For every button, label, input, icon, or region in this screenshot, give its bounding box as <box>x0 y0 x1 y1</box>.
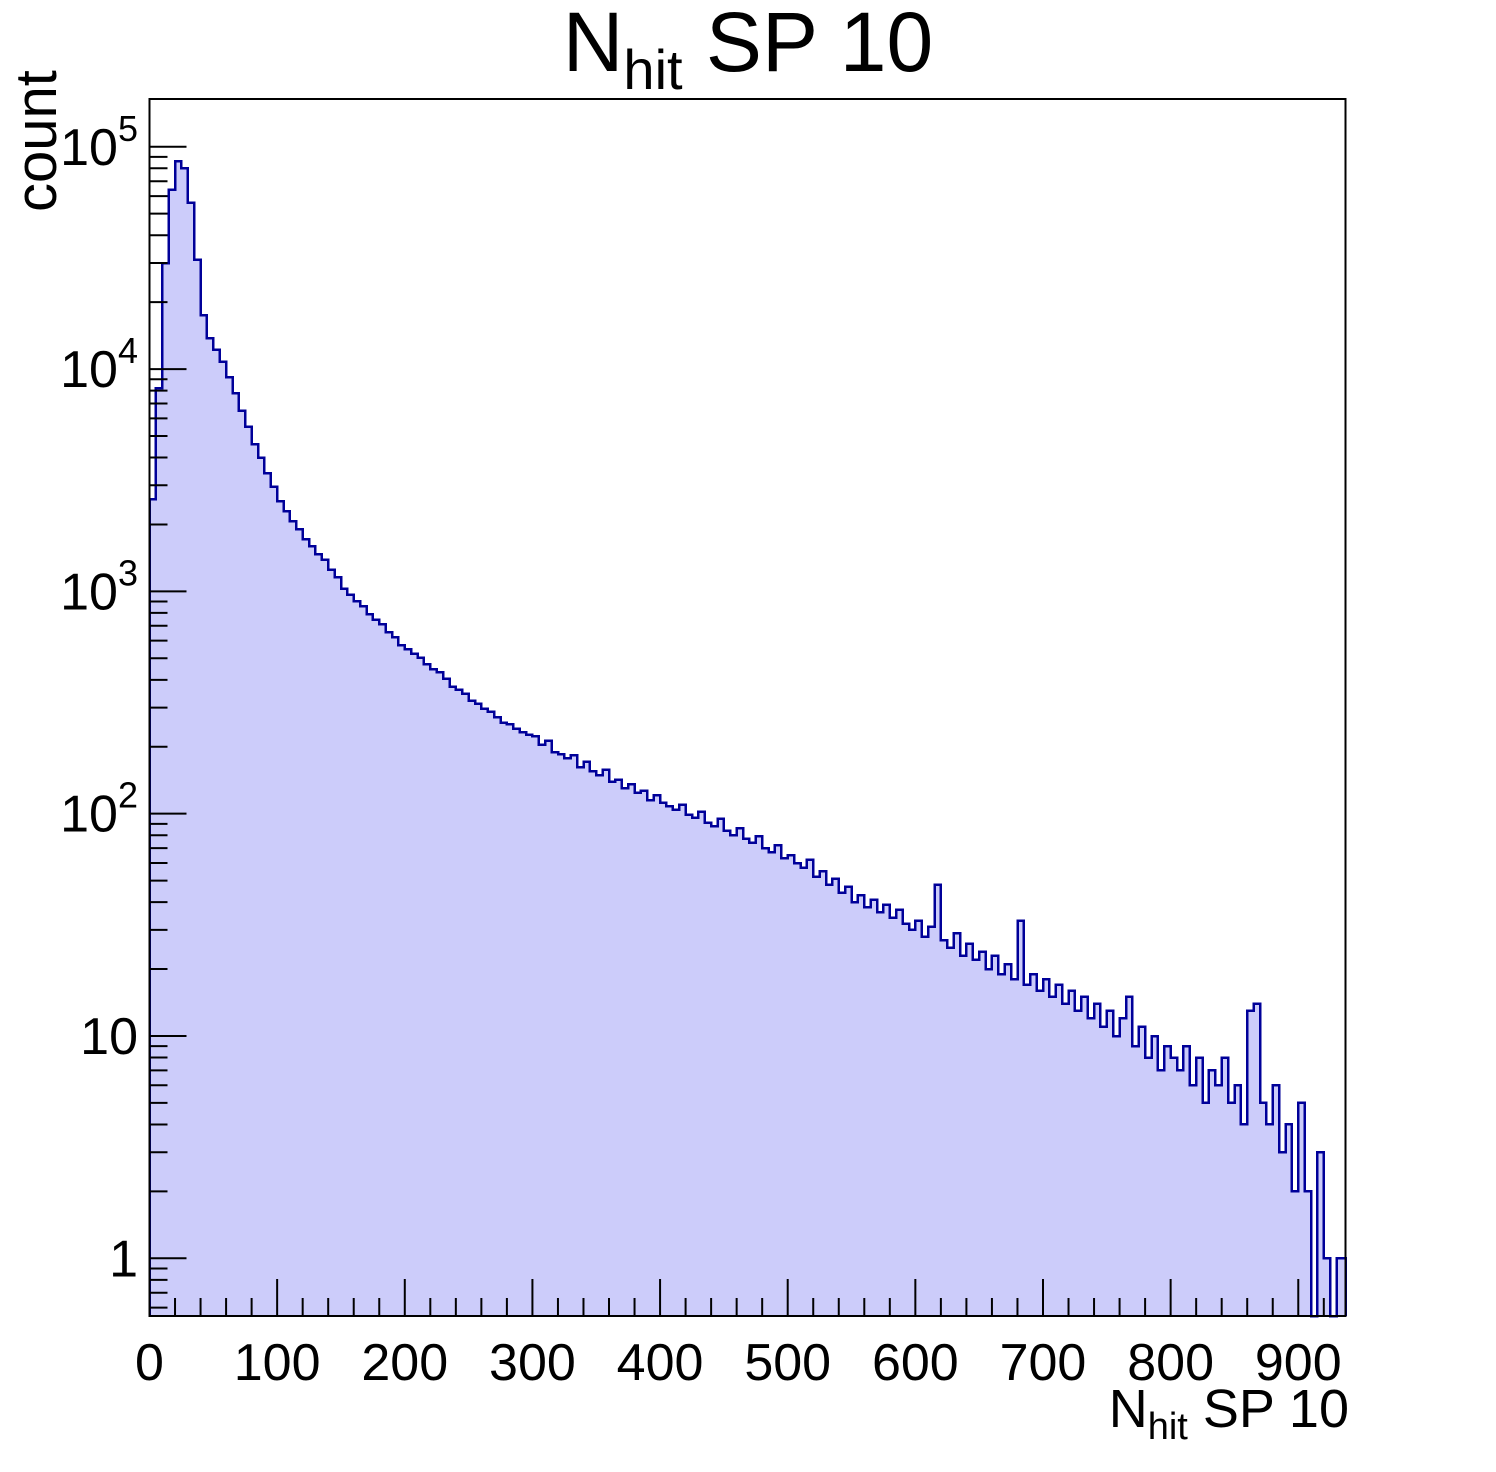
chart-title: Nhit SP 10 <box>0 0 1496 98</box>
x-tick-label: 100 <box>234 1334 321 1392</box>
x-tick-label: 800 <box>1127 1334 1214 1392</box>
y-tick-label: 103 <box>60 552 138 621</box>
chart-title-main: N <box>562 0 624 89</box>
y-axis-title: count <box>4 70 69 212</box>
x-tick-label: 600 <box>872 1334 959 1392</box>
y-tick-label: 102 <box>60 775 138 844</box>
x-axis-title: Nhit SP 10 <box>1108 1379 1349 1446</box>
y-tick-label: 1 <box>109 1230 138 1288</box>
chart-title-subscript: hit <box>623 38 683 101</box>
x-axis-title-main: N <box>1108 1379 1148 1439</box>
x-tick-label: 400 <box>617 1334 704 1392</box>
x-axis-title-rest: SP 10 <box>1187 1379 1349 1439</box>
x-tick-label: 300 <box>489 1334 576 1392</box>
y-tick-label: 10 <box>80 1008 138 1066</box>
x-tick-label: 500 <box>744 1334 831 1392</box>
x-tick-label: 900 <box>1255 1334 1342 1392</box>
y-tick-label: 104 <box>60 330 138 399</box>
y-tick-label: 105 <box>60 108 138 177</box>
chart-title-rest: SP 10 <box>682 0 934 89</box>
x-axis-title-subscript: hit <box>1147 1406 1188 1448</box>
x-tick-label: 0 <box>135 1334 164 1392</box>
x-tick-label: 700 <box>1000 1334 1087 1392</box>
x-tick-label: 200 <box>361 1334 448 1392</box>
histogram-series <box>148 160 1347 1318</box>
